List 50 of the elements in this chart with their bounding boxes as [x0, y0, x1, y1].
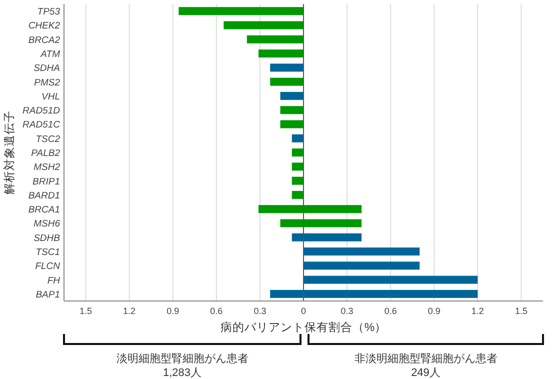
y-tick-label: BRCA1 — [28, 204, 60, 216]
bar — [258, 50, 304, 58]
y-tick-label: BRIP1 — [32, 176, 60, 188]
bar — [280, 120, 304, 128]
x-tick-label: 0.3 — [340, 306, 354, 316]
bar — [292, 148, 304, 156]
bar — [292, 176, 304, 185]
bar — [224, 21, 304, 30]
x-tick-label: 1.2 — [471, 306, 484, 316]
bar — [292, 190, 304, 199]
y-tick-label: PMS2 — [34, 77, 61, 88]
y-tick-label: RAD51C — [22, 120, 60, 131]
bar — [270, 78, 304, 86]
text: 非淡明細胞型腎細胞がん患者 249人 — [354, 352, 498, 379]
x-axis-title: 病的バリアント保有割合（%） — [220, 320, 387, 334]
y-tick-label: SDHA — [34, 63, 60, 74]
bar — [292, 162, 304, 171]
y-tick-label: RAD51D — [22, 106, 60, 117]
bar — [304, 248, 420, 256]
y-tick-label: MSH6 — [34, 218, 61, 230]
y-tick-label: TSC1 — [36, 247, 60, 258]
text: 淡明細胞型腎細胞がん患者 1,283人 — [116, 352, 248, 379]
y-tick-label: TSC2 — [36, 134, 61, 145]
y-tick-label: TP53 — [37, 6, 61, 18]
y-tick-label: FLCN — [35, 261, 60, 272]
bar — [246, 35, 304, 44]
y-tick-label: BRCA2 — [28, 34, 61, 46]
y-tick-label: BARD1 — [28, 190, 60, 202]
x-tick-label: 0.6 — [384, 306, 397, 316]
y-tick-label: VHL — [42, 91, 60, 102]
bar — [280, 106, 304, 114]
x-tick-label: 0.9 — [428, 306, 440, 316]
y-tick-label: PALB2 — [31, 148, 61, 159]
x-tick-label: 0.6 — [210, 306, 223, 316]
y-tick-label: MSH2 — [34, 162, 61, 174]
x-tick-label: 0.9 — [166, 306, 180, 316]
x-tick-label: 0 — [300, 306, 306, 316]
y-tick-label: SDHB — [34, 232, 61, 244]
x-tick-label: 0.3 — [254, 306, 266, 316]
x-tick-label: 1.5 — [514, 306, 528, 316]
bar — [304, 262, 420, 270]
x-tick-label: 1.5 — [80, 306, 92, 316]
y-axis-title: 解析対象遺伝子 — [2, 110, 16, 194]
y-tick-label: CHEK2 — [28, 20, 61, 32]
y-tick-label: BAP1 — [36, 289, 60, 300]
x-tick-label: 1.2 — [123, 306, 136, 316]
y-tick-label: FH — [47, 275, 60, 286]
bar — [304, 276, 478, 284]
y-tick-label: ATM — [40, 49, 60, 60]
bar — [178, 7, 304, 16]
